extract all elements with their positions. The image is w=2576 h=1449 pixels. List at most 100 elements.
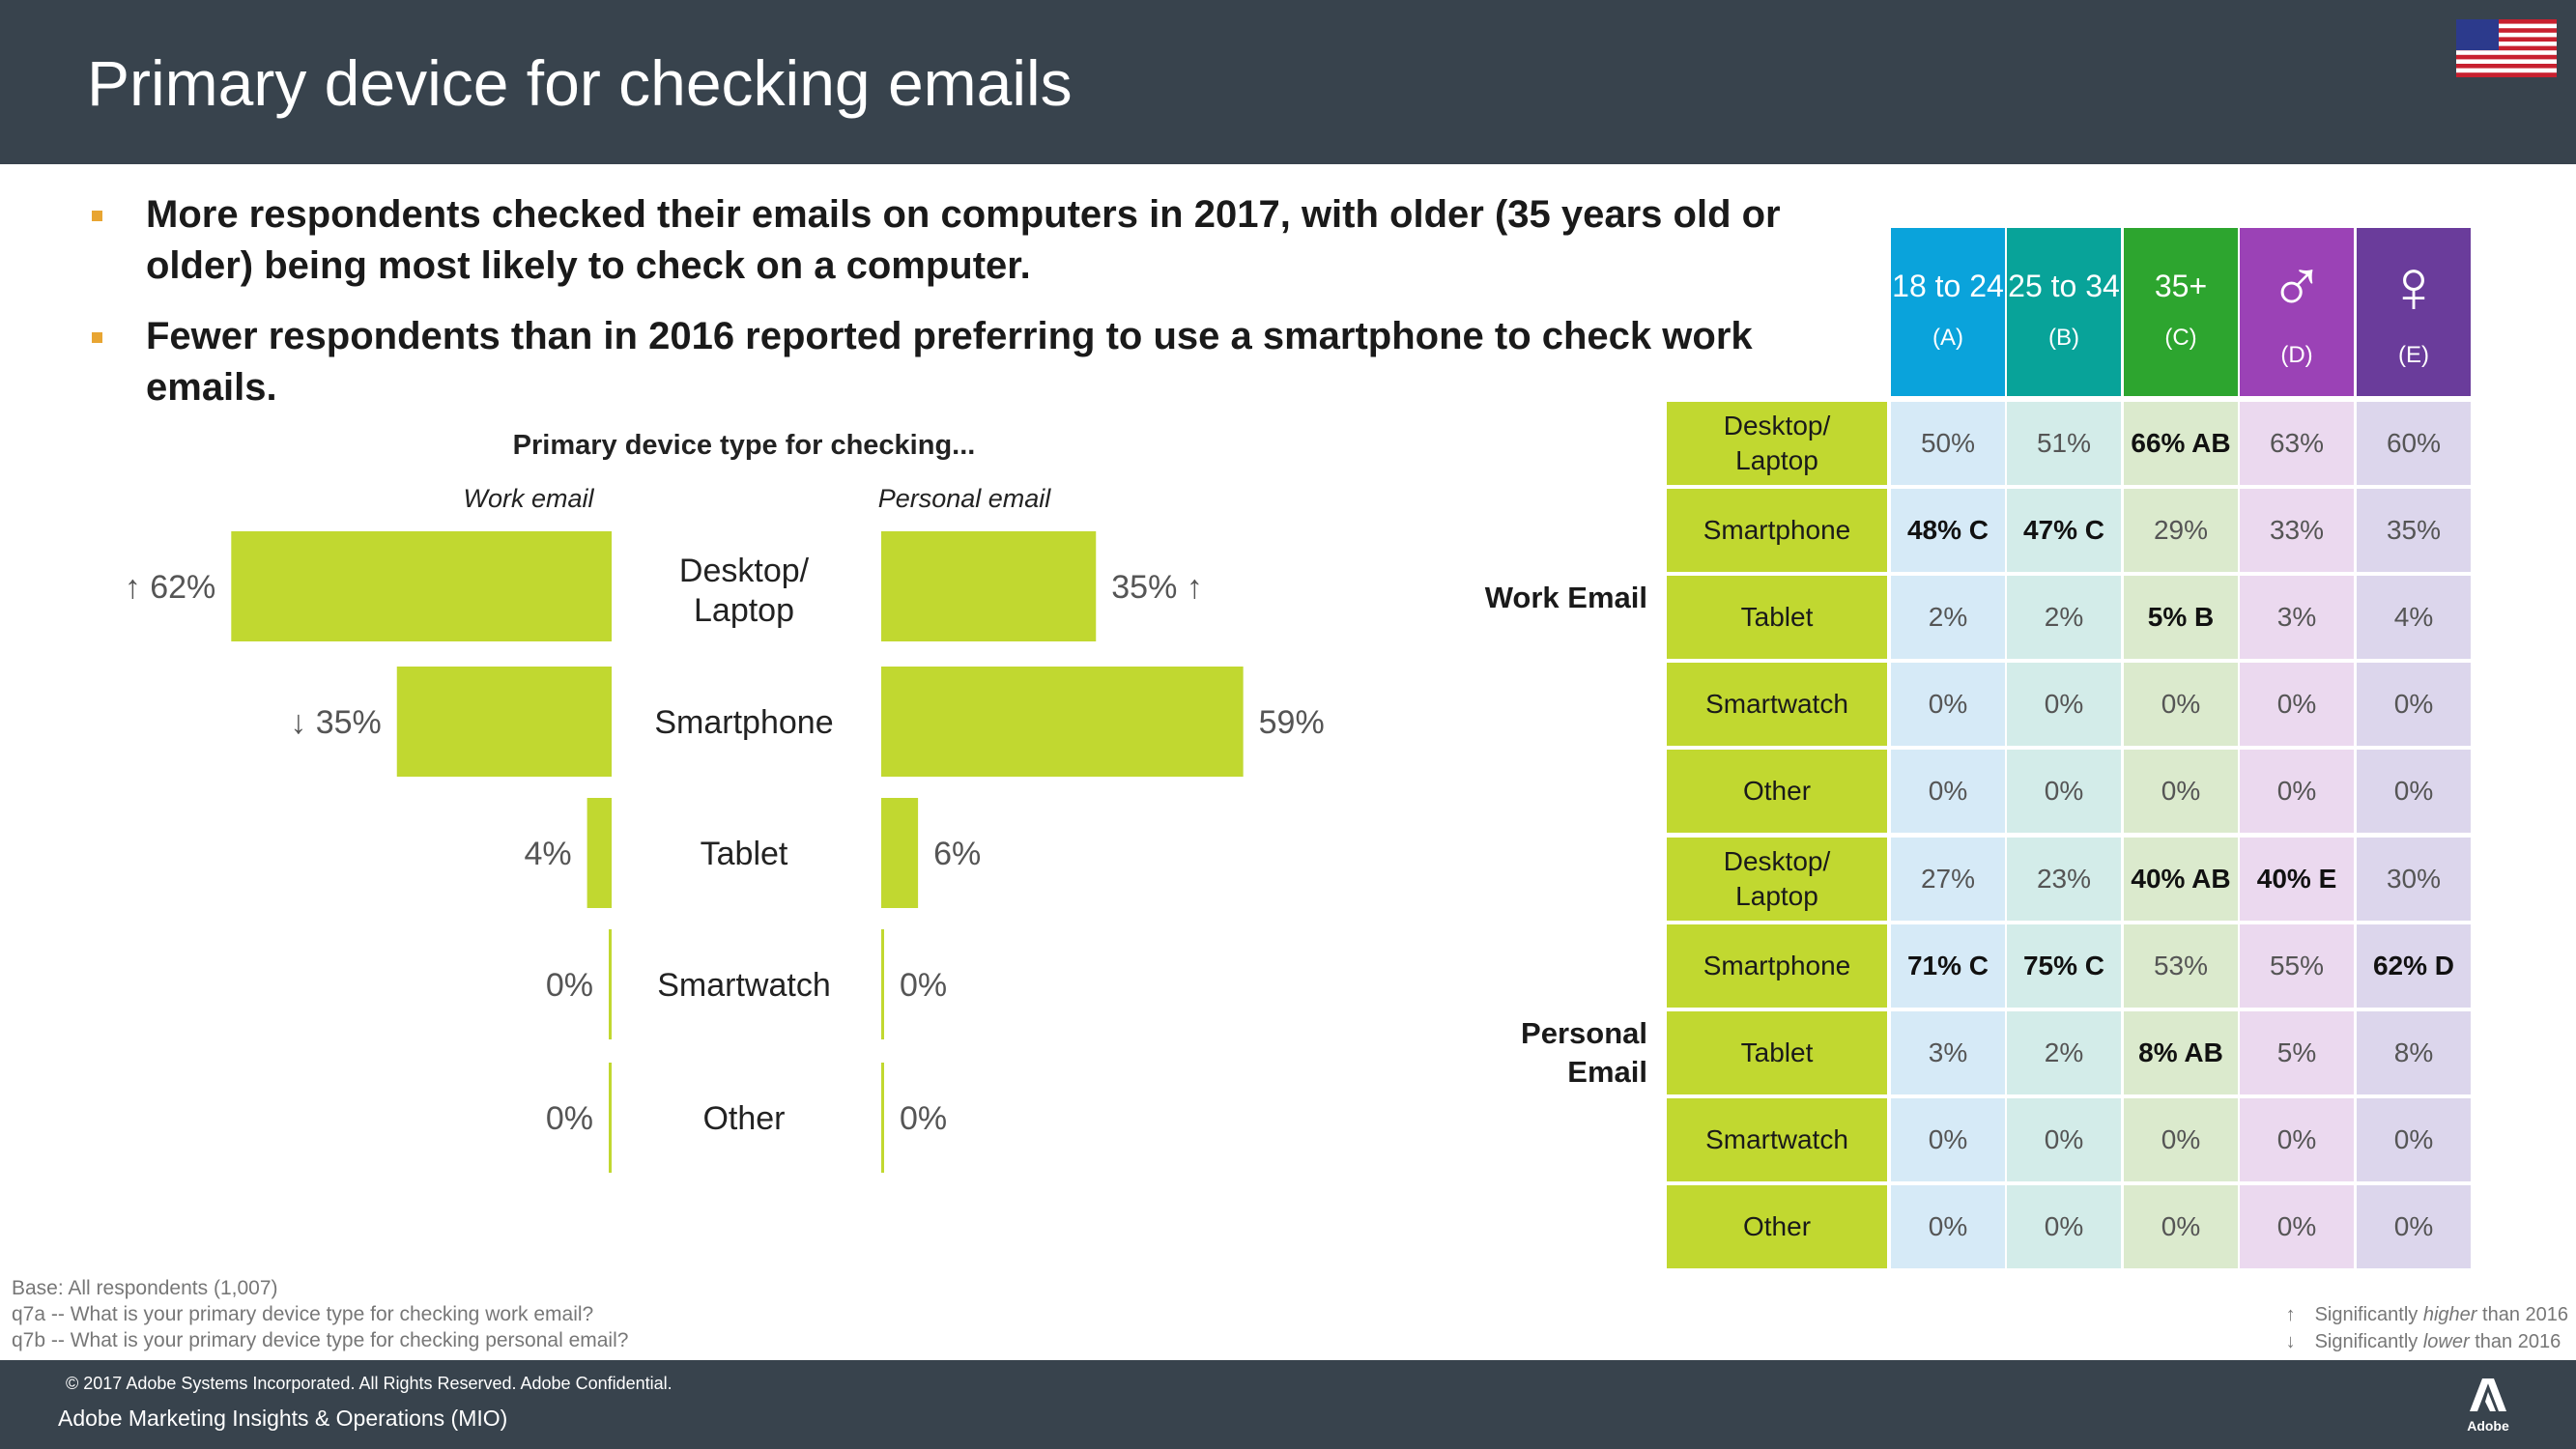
- table-cell: 0%: [2007, 750, 2121, 833]
- down-arrow-icon: ↓: [2285, 1331, 2296, 1352]
- table-cell: 0%: [2240, 1098, 2354, 1181]
- table-cell: 3%: [1891, 1011, 2005, 1094]
- personal-value-label: 0%: [900, 1100, 947, 1137]
- row-label: Smartwatch: [1667, 663, 1887, 746]
- personal-email-bar: [881, 531, 1097, 641]
- row-label: Tablet: [1667, 576, 1887, 659]
- personal-value-label: 6%: [933, 836, 981, 872]
- column-label: 25 to 34: [2008, 269, 2120, 303]
- table-cell: 0%: [2357, 750, 2471, 833]
- table-cell: 3%: [2240, 576, 2354, 659]
- table-cell: 71% C: [1891, 924, 2005, 1008]
- table-cell: 29%: [2124, 489, 2238, 572]
- column-header: 18 to 24 (A): [1891, 228, 2005, 396]
- row-label: Desktop/Laptop: [1667, 838, 1887, 921]
- work-email-bar: [609, 929, 612, 1039]
- table-cell: 8%: [2357, 1011, 2471, 1094]
- category-label: Tablet: [701, 836, 788, 872]
- footer-bar: [0, 1360, 2576, 1449]
- category-label: Desktop/: [679, 553, 810, 589]
- table-cell: 0%: [2240, 663, 2354, 746]
- row-label-part: Laptop: [1735, 445, 1818, 475]
- column-header: ♂ (D): [2240, 228, 2354, 396]
- header-bar: [0, 0, 2576, 164]
- work-value-label: 0%: [546, 967, 593, 1004]
- table-cell: 0%: [2124, 750, 2238, 833]
- personal-series-label: Personal email: [878, 484, 1052, 513]
- adobe-logo-text: Adobe: [2467, 1418, 2509, 1434]
- category-label: Smartwatch: [657, 967, 831, 1004]
- table-cell: 0%: [2124, 1185, 2238, 1268]
- column-code: (E): [2398, 342, 2429, 368]
- table-cell: 40% E: [2240, 838, 2354, 921]
- copyright: © 2017 Adobe Systems Incorporated. All R…: [66, 1374, 673, 1393]
- footnotes: Base: All respondents (1,007) q7a -- Wha…: [12, 1275, 628, 1353]
- personal-email-bar: [881, 1063, 884, 1173]
- personal-value-label: 0%: [900, 967, 947, 1004]
- table-cell: 0%: [1891, 1098, 2005, 1181]
- table-cell: 40% AB: [2124, 838, 2238, 921]
- table-cell: 0%: [2007, 1185, 2121, 1268]
- column-code: (B): [2048, 325, 2079, 351]
- table-cell: 47% C: [2007, 489, 2121, 572]
- work-value-label: 4%: [524, 836, 571, 872]
- personal-value-label: 59%: [1259, 704, 1325, 741]
- table-cell: 2%: [1891, 576, 2005, 659]
- column-code: (D): [2280, 342, 2313, 368]
- table-cell: 0%: [2007, 1098, 2121, 1181]
- column-label: 35+: [2154, 269, 2208, 303]
- table-cell: 4%: [2357, 576, 2471, 659]
- table-cell: 30%: [2357, 838, 2471, 921]
- work-email-bar: [587, 798, 612, 908]
- work-email-bar: [609, 1063, 612, 1173]
- table-cell: 2%: [2007, 576, 2121, 659]
- row-label: Other: [1667, 1185, 1887, 1268]
- personal-email-bar: [881, 929, 884, 1039]
- personal-value-label: 35% ↑: [1111, 569, 1203, 606]
- us-flag-icon: [2456, 19, 2557, 77]
- column-header: 35+ (C): [2124, 228, 2238, 396]
- category-label: Laptop: [694, 592, 794, 629]
- table-cell: 0%: [1891, 663, 2005, 746]
- base-note: Base: All respondents (1,007): [12, 1277, 278, 1299]
- table-cell: 5%: [2240, 1011, 2354, 1094]
- personal-email-bar: [881, 667, 1244, 777]
- table-cell: 0%: [2357, 663, 2471, 746]
- table-cell: 2%: [2007, 1011, 2121, 1094]
- table-cell: 0%: [2240, 1185, 2354, 1268]
- table-cell: 35%: [2357, 489, 2471, 572]
- table-cell: 60%: [2357, 402, 2471, 485]
- table-cell: 33%: [2240, 489, 2354, 572]
- org-name: Adobe Marketing Insights & Operations (M…: [58, 1406, 508, 1431]
- finding-2: Fewer respondents than in 2016 reported …: [92, 311, 1831, 413]
- table-cell: 5% B: [2124, 576, 2238, 659]
- table-cell: 75% C: [2007, 924, 2121, 1008]
- group-label: Work Email: [1484, 581, 1647, 614]
- table-cell: 27%: [1891, 838, 2005, 921]
- column-code: (C): [2164, 325, 2197, 351]
- q7a-note: q7a -- What is your primary device type …: [12, 1303, 594, 1325]
- table-cell: 51%: [2007, 402, 2121, 485]
- table-cell: 50%: [1891, 402, 2005, 485]
- row-label-part: Laptop: [1735, 881, 1818, 911]
- table-cell: 0%: [2007, 663, 2121, 746]
- personal-email-bar: [881, 798, 919, 908]
- adobe-logo-icon: Adobe: [2467, 1378, 2509, 1434]
- bullet-mark: [92, 211, 102, 221]
- work-email-bar: [231, 531, 613, 641]
- significance-legend: ↑ Significantly higher than 2016 ↓ Signifi…: [2286, 1301, 2568, 1355]
- table-cell: 55%: [2240, 924, 2354, 1008]
- category-label: Smartphone: [654, 704, 833, 741]
- table-cell: 0%: [2357, 1185, 2471, 1268]
- column-header: 25 to 34 (B): [2007, 228, 2121, 396]
- device-bar-chart: Primary device type for checking... Work …: [125, 430, 1325, 1173]
- page-title: Primary device for checking emails: [87, 47, 1073, 119]
- female-icon: ♀: [2385, 243, 2443, 328]
- row-label-part: Desktop/: [1723, 846, 1831, 876]
- work-series-label: Work email: [463, 484, 594, 513]
- work-value-label: ↓ 35%: [290, 704, 382, 741]
- row-label: Other: [1667, 750, 1887, 833]
- table-cell: 8% AB: [2124, 1011, 2238, 1094]
- table-cell: 62% D: [2357, 924, 2471, 1008]
- key-findings: More respondents checked their emails on…: [92, 189, 1831, 433]
